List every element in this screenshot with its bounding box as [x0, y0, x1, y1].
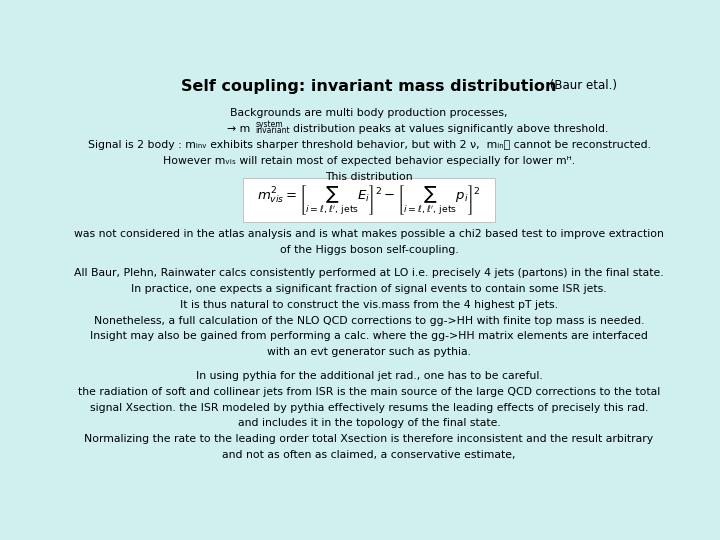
Text: $m^{2}_{vis} = \left[\sum_{i=\ell,\ell^{\prime},\,\rm jets} E_i\right]^{2} - \le: $m^{2}_{vis} = \left[\sum_{i=\ell,\ell^{… [258, 183, 480, 217]
Text: Insight may also be gained from performing a calc. where the gg->HH matrix eleme: Insight may also be gained from performi… [90, 332, 648, 341]
Text: (Baur etal.): (Baur etal.) [546, 79, 617, 92]
Text: It is thus natural to construct the vis.mass from the 4 highest pT jets.: It is thus natural to construct the vis.… [180, 300, 558, 310]
Text: and includes it in the topology of the final state.: and includes it in the topology of the f… [238, 418, 500, 428]
Text: distribution peaks at values significantly above threshold.: distribution peaks at values significant… [293, 124, 608, 134]
Text: Signal is 2 body : mᵢₙᵥ exhibits sharper threshold behavior, but with 2 ν,  mᵢₙᵵ: Signal is 2 body : mᵢₙᵥ exhibits sharper… [88, 140, 650, 150]
Text: and not as often as claimed, a conservative estimate,: and not as often as claimed, a conservat… [222, 450, 516, 460]
Text: Backgrounds are multi body production processes,: Backgrounds are multi body production pr… [230, 109, 508, 118]
Text: → m: → m [227, 124, 250, 134]
Text: Self coupling: invariant mass distribution: Self coupling: invariant mass distributi… [181, 79, 557, 94]
Text: All Baur, Plehn, Rainwater calcs consistently performed at LO i.e. precisely 4 j: All Baur, Plehn, Rainwater calcs consist… [74, 268, 664, 278]
Text: the radiation of soft and collinear jets from ISR is the main source of the larg: the radiation of soft and collinear jets… [78, 387, 660, 397]
Text: invariant: invariant [255, 126, 289, 136]
Text: Nonetheless, a full calculation of the NLO QCD corrections to gg->HH with finite: Nonetheless, a full calculation of the N… [94, 315, 644, 326]
Text: was not considered in the atlas analysis and is what makes possible a chi2 based: was not considered in the atlas analysis… [74, 229, 664, 239]
Text: Normalizing the rate to the leading order total Xsection is therefore inconsiste: Normalizing the rate to the leading orde… [84, 434, 654, 444]
FancyBboxPatch shape [243, 178, 495, 221]
Text: In using pythia for the additional jet rad., one has to be careful.: In using pythia for the additional jet r… [196, 371, 542, 381]
Text: signal Xsection. the ISR modeled by pythia effectively resums the leading effect: signal Xsection. the ISR modeled by pyth… [90, 402, 648, 413]
Text: However mᵥᵢₛ will retain most of expected behavior especially for lower mᴴ.: However mᵥᵢₛ will retain most of expecte… [163, 156, 575, 166]
Text: of the Higgs boson self-coupling.: of the Higgs boson self-coupling. [279, 245, 459, 254]
Text: This distribution: This distribution [325, 172, 413, 181]
Text: In practice, one expects a significant fraction of signal events to contain some: In practice, one expects a significant f… [131, 284, 607, 294]
Text: with an evt generator such as pythia.: with an evt generator such as pythia. [267, 347, 471, 357]
Text: system: system [255, 120, 283, 129]
